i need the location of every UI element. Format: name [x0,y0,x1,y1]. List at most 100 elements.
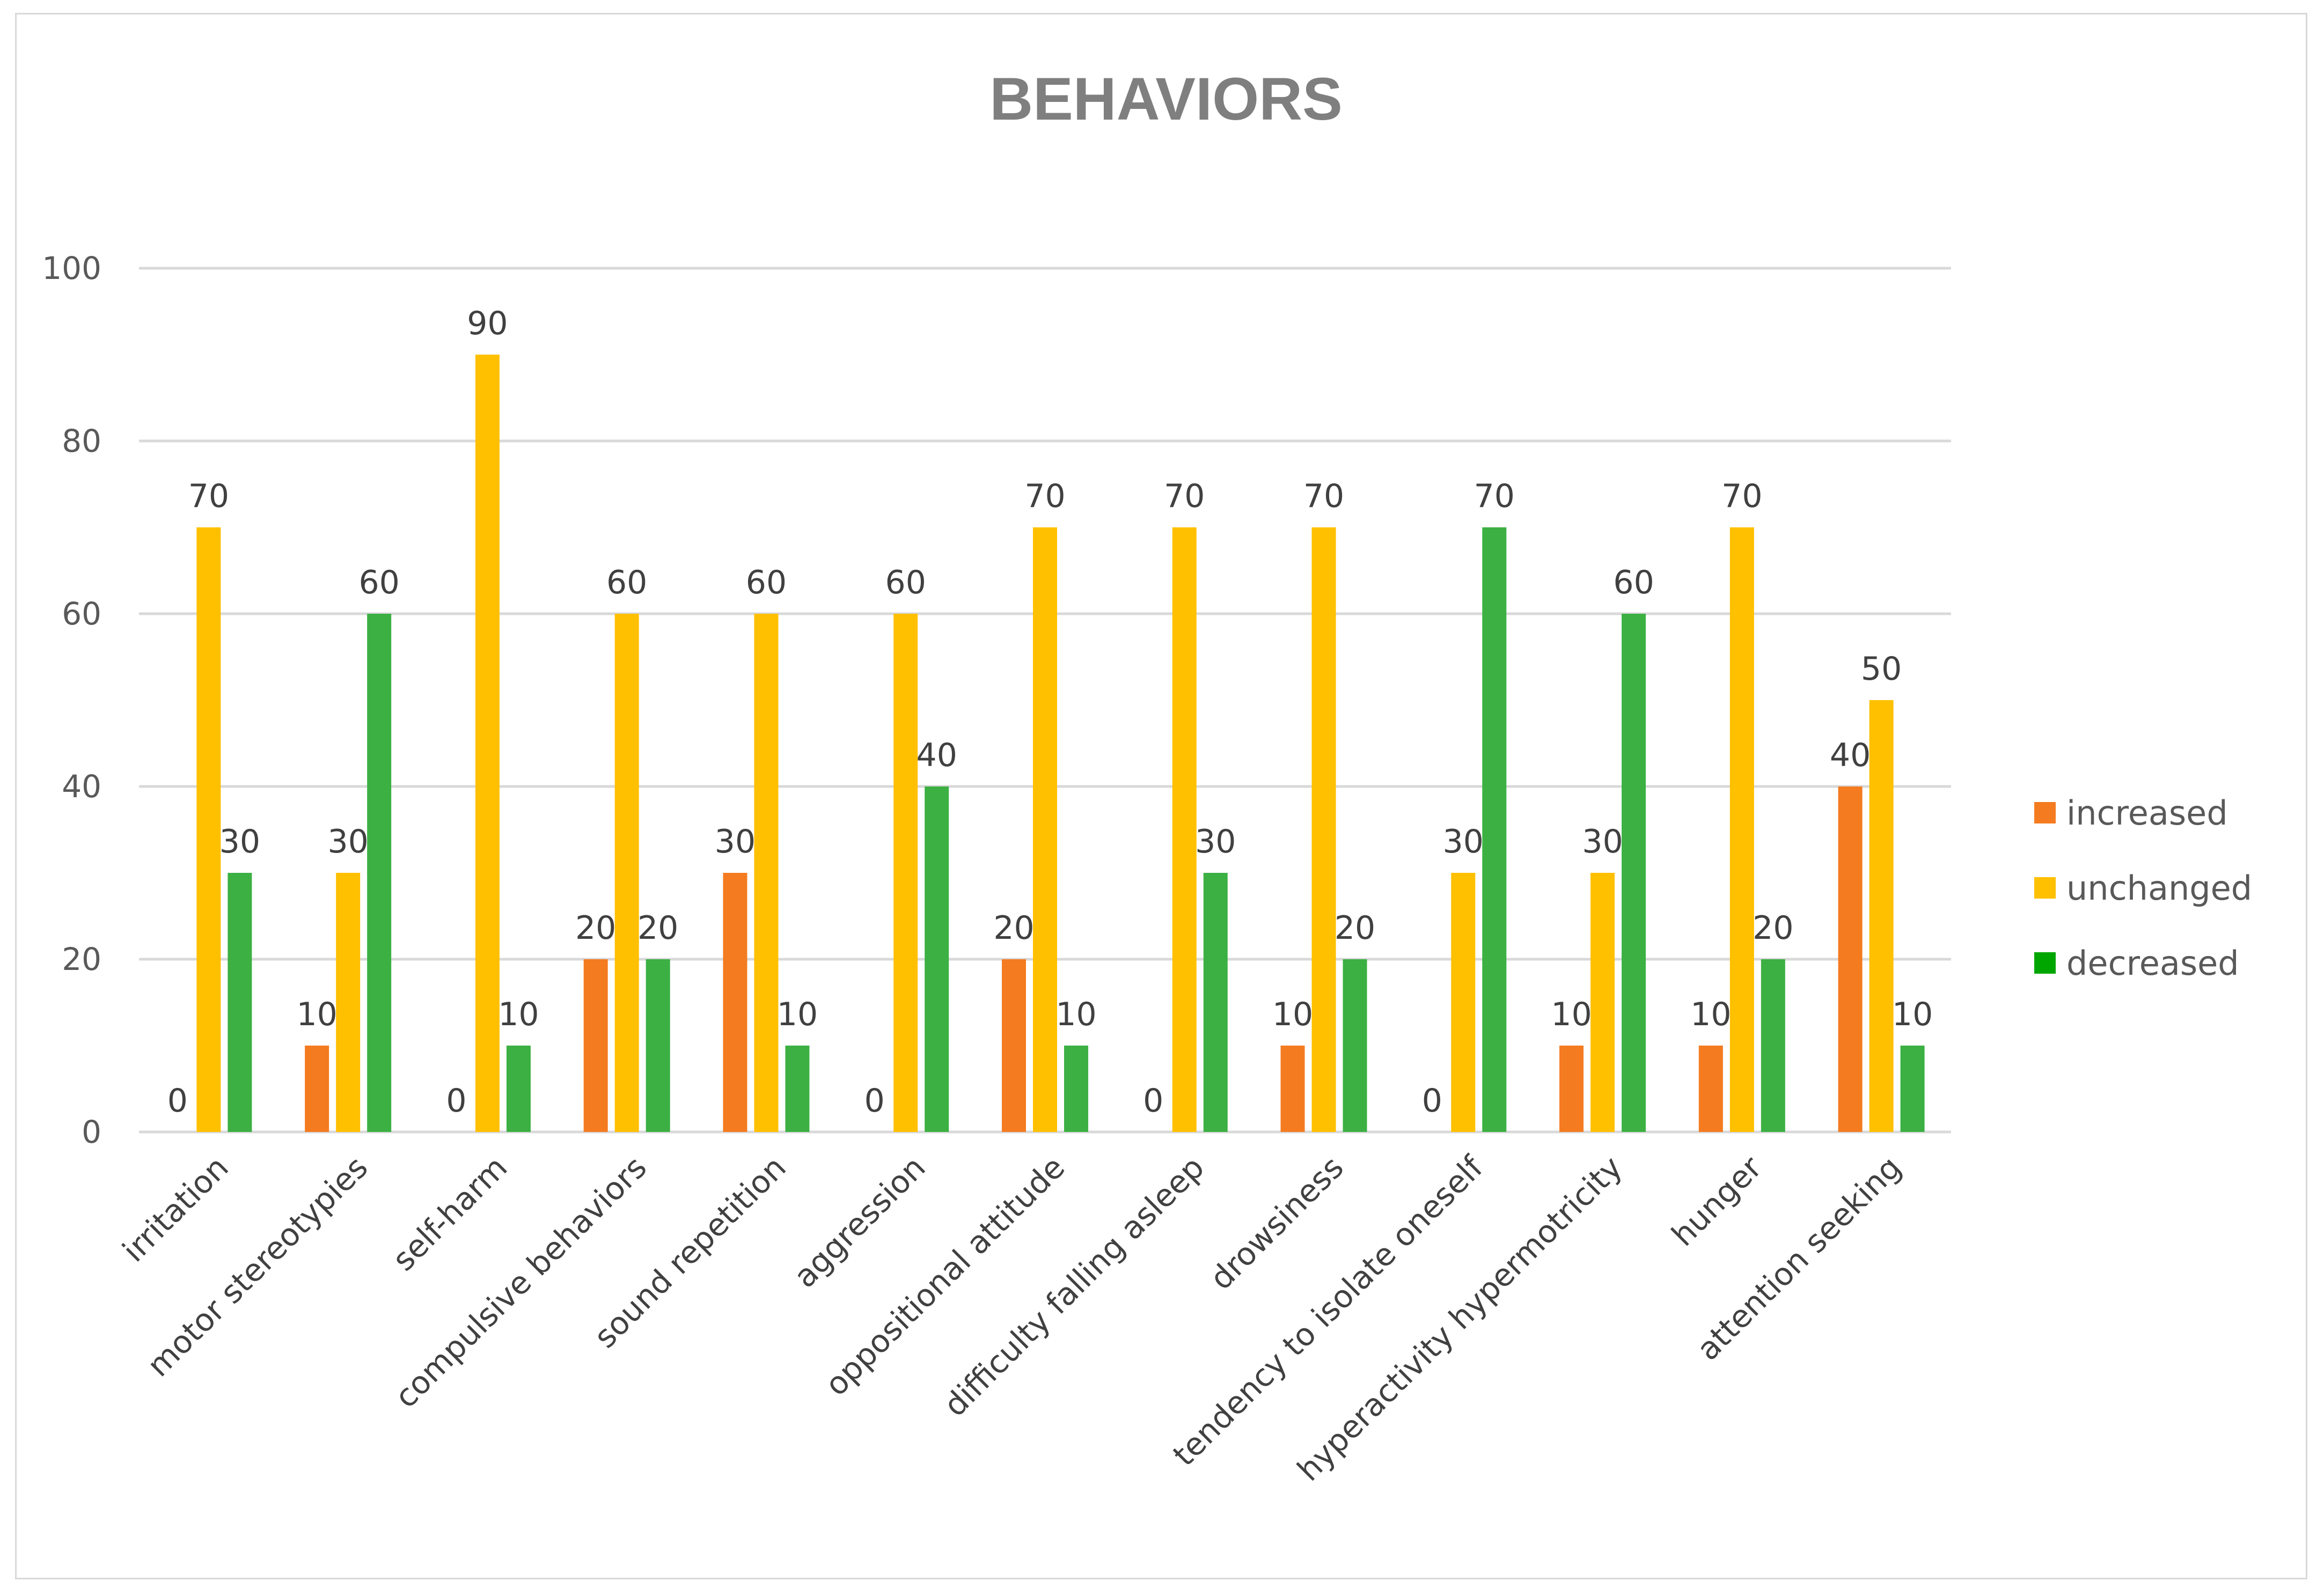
bar-decreased [1064,1046,1088,1132]
data-label-unchanged: 70 [1164,477,1205,515]
y-tick-label: 20 [62,941,101,977]
bar-decreased [1203,873,1228,1132]
data-label-decreased: 30 [1195,823,1236,860]
bar-unchanged [336,873,361,1132]
data-label-decreased: 30 [219,823,260,860]
category-label: oppositional attitude [818,1149,1072,1403]
legend-label-unchanged: unchanged [2066,869,2252,908]
legend: increased unchanged decreased [2034,793,2252,983]
category-label: self-harm [385,1149,514,1278]
bar-decreased [785,1046,810,1132]
bar-decreased [1761,959,1785,1132]
bar-decreased [1622,614,1646,1132]
bar-unchanged [1033,527,1057,1132]
bar-increased [305,1046,329,1132]
data-label-unchanged: 70 [188,477,229,515]
category-label: irritation [115,1149,236,1269]
bar-decreased [367,614,392,1132]
bar-increased [583,959,608,1132]
data-label-decreased: 20 [637,909,678,947]
data-label-increased: 40 [1830,737,1871,774]
bar-unchanged [1451,873,1476,1132]
data-label-increased: 20 [993,909,1034,947]
data-label-unchanged: 60 [746,564,787,601]
data-label-unchanged: 90 [467,305,508,342]
bar-decreased [1482,527,1507,1132]
bar-decreased [1900,1046,1925,1132]
data-label-increased: 10 [296,996,337,1033]
legend-label-increased: increased [2066,793,2228,833]
data-label-decreased: 10 [777,996,818,1033]
data-label-increased: 20 [575,909,616,947]
bar-unchanged [1590,873,1615,1132]
category-label: difficulty falling asleep [936,1149,1211,1424]
y-tick-label: 100 [42,250,101,286]
data-label-increased: 10 [1272,996,1313,1033]
chart-frame: BEHAVIORS 0 20 40 60 80 100 0 70 30 10 30 60 0 90 10 2… [15,13,2307,1579]
bar-increased [1002,959,1026,1132]
bar-unchanged [1311,527,1336,1132]
bars [196,355,1925,1132]
legend-marker-unchanged [2034,877,2056,899]
bar-unchanged [754,614,779,1132]
bar-decreased [506,1046,531,1132]
category-label: compulsive behaviors [387,1149,654,1415]
data-label-increased: 10 [1551,996,1592,1033]
bar-decreased [925,786,949,1132]
legend-label-decreased: decreased [2066,944,2239,983]
data-label-increased: 30 [715,823,756,860]
y-tick-label: 60 [62,595,101,632]
bar-decreased [228,873,252,1132]
data-label-decreased: 20 [1753,909,1793,947]
category-label: drowsiness [1203,1149,1350,1297]
data-label-unchanged: 60 [885,564,926,601]
chart-title: BEHAVIORS [989,65,1343,133]
data-label-decreased: 20 [1335,909,1375,947]
bar-unchanged [475,355,500,1132]
data-label-unchanged: 30 [1443,823,1484,860]
data-label-increased: 0 [446,1082,466,1120]
data-label-unchanged: 70 [1303,477,1344,515]
data-label-unchanged: 60 [606,564,647,601]
data-label-decreased: 60 [358,564,399,601]
bar-unchanged [893,614,918,1132]
data-label-unchanged: 70 [1024,477,1065,515]
data-label-unchanged: 30 [1582,823,1623,860]
legend-marker-increased [2034,802,2056,823]
category-label: hunger [1665,1149,1769,1253]
bar-unchanged [1172,527,1197,1132]
y-tick-label: 0 [82,1114,101,1150]
data-label-increased: 0 [864,1082,885,1120]
data-label-unchanged: 30 [327,823,368,860]
y-axis-ticks: 0 20 40 60 80 100 [42,250,101,1150]
bar-increased [723,873,747,1132]
data-label-decreased: 60 [1613,564,1654,601]
data-label-increased: 0 [167,1082,188,1120]
data-label-decreased: 40 [917,737,957,774]
category-label: aggression [787,1149,933,1295]
bar-increased [1838,786,1863,1132]
bar-unchanged [196,527,221,1132]
bar-unchanged [1869,700,1894,1132]
y-tick-label: 80 [62,423,101,459]
data-labels: 0 70 30 10 30 60 0 90 10 20 60 20 30 60 10 0 60 40 20 70 10 0… [167,305,1933,1120]
y-tick-label: 40 [62,768,101,805]
bar-decreased [646,959,670,1132]
data-label-decreased: 10 [1055,996,1096,1033]
bar-increased [1280,1046,1305,1132]
bar-increased [1559,1046,1584,1132]
bar-decreased [1343,959,1367,1132]
data-label-increased: 0 [1143,1082,1163,1120]
data-label-unchanged: 70 [1721,477,1762,515]
data-label-decreased: 10 [1892,996,1933,1033]
bar-unchanged [614,614,639,1132]
bar-increased [1698,1046,1723,1132]
data-label-unchanged: 50 [1861,650,1902,688]
bar-unchanged [1729,527,1754,1132]
data-label-decreased: 10 [498,996,539,1033]
data-label-increased: 0 [1422,1082,1442,1120]
data-label-increased: 10 [1690,996,1731,1033]
data-label-decreased: 70 [1474,477,1515,515]
